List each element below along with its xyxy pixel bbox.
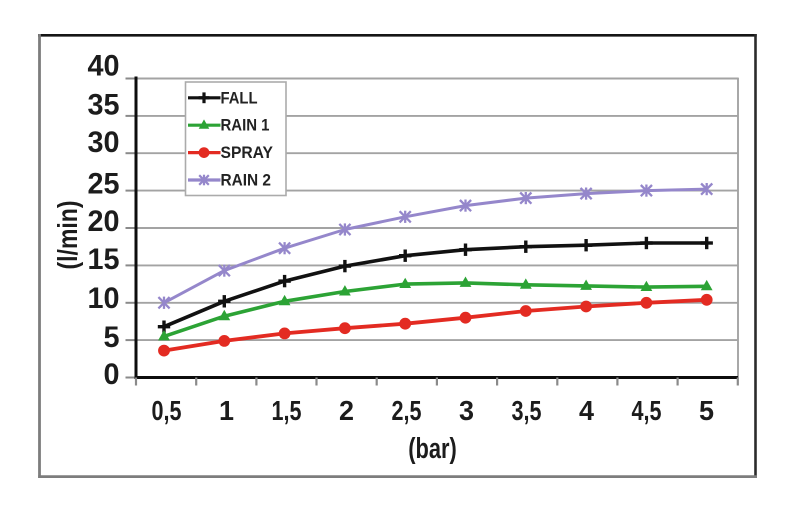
svg-text:FALL: FALL [221,89,258,107]
svg-text:4,5: 4,5 [632,395,662,426]
svg-text:3,5: 3,5 [512,395,542,426]
svg-text:(bar): (bar) [408,433,457,465]
svg-text:40: 40 [88,50,120,83]
svg-text:4: 4 [579,395,594,426]
svg-text:RAIN 1: RAIN 1 [221,117,270,135]
svg-text:3: 3 [459,395,474,426]
svg-text:SPRAY: SPRAY [221,144,274,162]
svg-text:0: 0 [104,358,120,391]
svg-text:(l/min): (l/min) [52,201,83,270]
svg-text:35: 35 [88,88,120,121]
svg-text:15: 15 [88,243,120,276]
svg-text:1,5: 1,5 [272,395,302,426]
svg-text:2: 2 [339,395,354,426]
svg-text:0,5: 0,5 [152,395,182,426]
svg-text:25: 25 [88,167,120,200]
svg-text:20: 20 [88,205,120,238]
svg-text:5: 5 [104,321,120,354]
svg-text:RAIN 2: RAIN 2 [221,172,272,190]
svg-text:2,5: 2,5 [392,395,422,426]
svg-text:10: 10 [88,282,120,315]
svg-text:5: 5 [699,395,714,426]
svg-text:1: 1 [219,395,234,426]
svg-text:30: 30 [88,126,120,159]
